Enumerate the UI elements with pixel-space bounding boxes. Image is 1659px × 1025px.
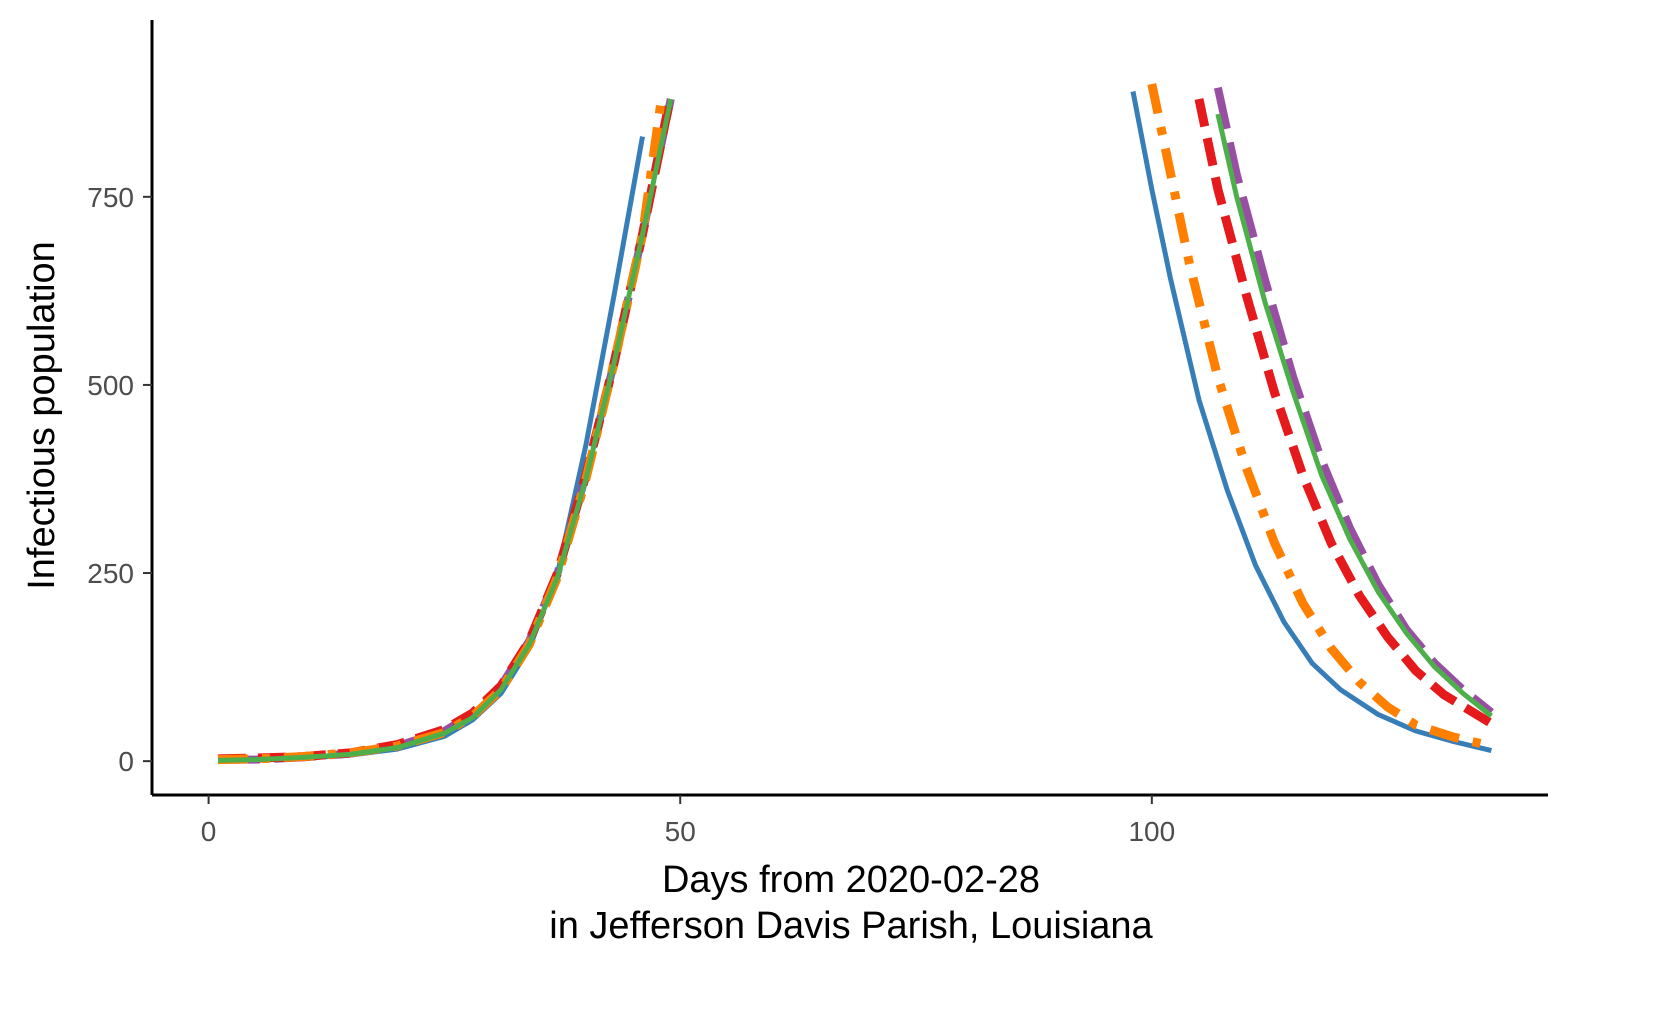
y-tick-label: 0 [118, 746, 134, 777]
series-4-line [217, 98, 666, 765]
x-axis-title-line-1: Days from 2020-02-28 [662, 859, 1040, 901]
series-1-line [217, 136, 645, 764]
y-axis-title: Infectious population [21, 241, 63, 590]
series-4-line [1147, 83, 1493, 751]
y-tick-label: 250 [87, 558, 134, 589]
x-tick-label: 50 [665, 816, 696, 847]
series-5-line [1215, 113, 1493, 718]
y-ticks: 0 250 500 750 [87, 182, 152, 777]
x-axis-title-line-2: in Jefferson Davis Parish, Louisiana [549, 905, 1153, 947]
series-2-line [1213, 86, 1494, 716]
series-3-line [1194, 98, 1494, 728]
series-5-line [217, 98, 674, 763]
y-tick-label: 750 [87, 182, 134, 213]
x-tick-label: 0 [201, 816, 217, 847]
series-3-line [217, 94, 676, 764]
y-tick-label: 500 [87, 370, 134, 401]
x-tick-label: 100 [1128, 816, 1175, 847]
plot-lines [217, 83, 1494, 765]
series-2-line [218, 98, 675, 764]
series-1-line [1130, 91, 1492, 754]
x-ticks: 0 50 100 [201, 795, 1175, 847]
